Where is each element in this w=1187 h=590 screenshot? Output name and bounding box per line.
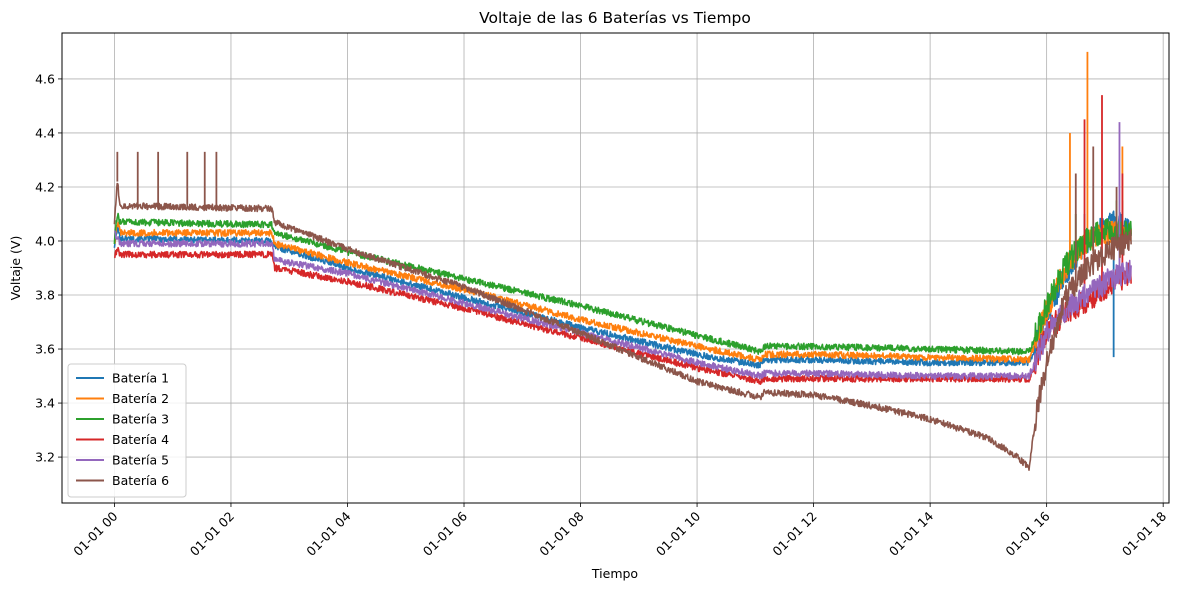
series-layer: [113, 51, 1132, 471]
y-axis-label: Voltaje (V): [8, 236, 23, 301]
y-axis: 3.2 3.4 3.6 3.8 4.0 4.2 4.4 4.6: [35, 71, 62, 465]
legend-label: Batería 3: [112, 412, 169, 427]
series-2: [113, 51, 1132, 364]
y-tick-label: 4.6: [35, 71, 55, 86]
legend: Batería 1 Batería 2 Batería 3 Batería 4 Bate…: [67, 363, 187, 498]
y-tick-label: 3.6: [35, 342, 55, 357]
y-tick-label: 4.4: [35, 125, 55, 140]
series-line: [114, 230, 1132, 381]
y-tick-label: 3.8: [35, 288, 55, 303]
series-6: [113, 146, 1132, 471]
series-line: [113, 182, 1132, 471]
grid: [62, 33, 1169, 503]
y-tick-label: 3.4: [35, 396, 55, 411]
y-tick-label: 3.2: [35, 450, 55, 465]
y-tick-label: 4.0: [35, 233, 55, 248]
chart-title: Voltaje de las 6 Baterías vs Tiempo: [479, 9, 751, 27]
legend-box: [67, 363, 187, 498]
series-line: [113, 220, 1132, 364]
series-line: [113, 212, 1132, 356]
y-tick-label: 4.2: [35, 179, 55, 194]
legend-label: Batería 4: [112, 432, 169, 447]
plot-frame: [61, 32, 1170, 504]
legend-label: Batería 5: [112, 453, 169, 468]
legend-label: Batería 1: [112, 371, 169, 386]
x-axis-label: Tiempo: [591, 566, 638, 581]
legend-label: Batería 6: [112, 473, 169, 488]
legend-label: Batería 2: [112, 391, 169, 406]
